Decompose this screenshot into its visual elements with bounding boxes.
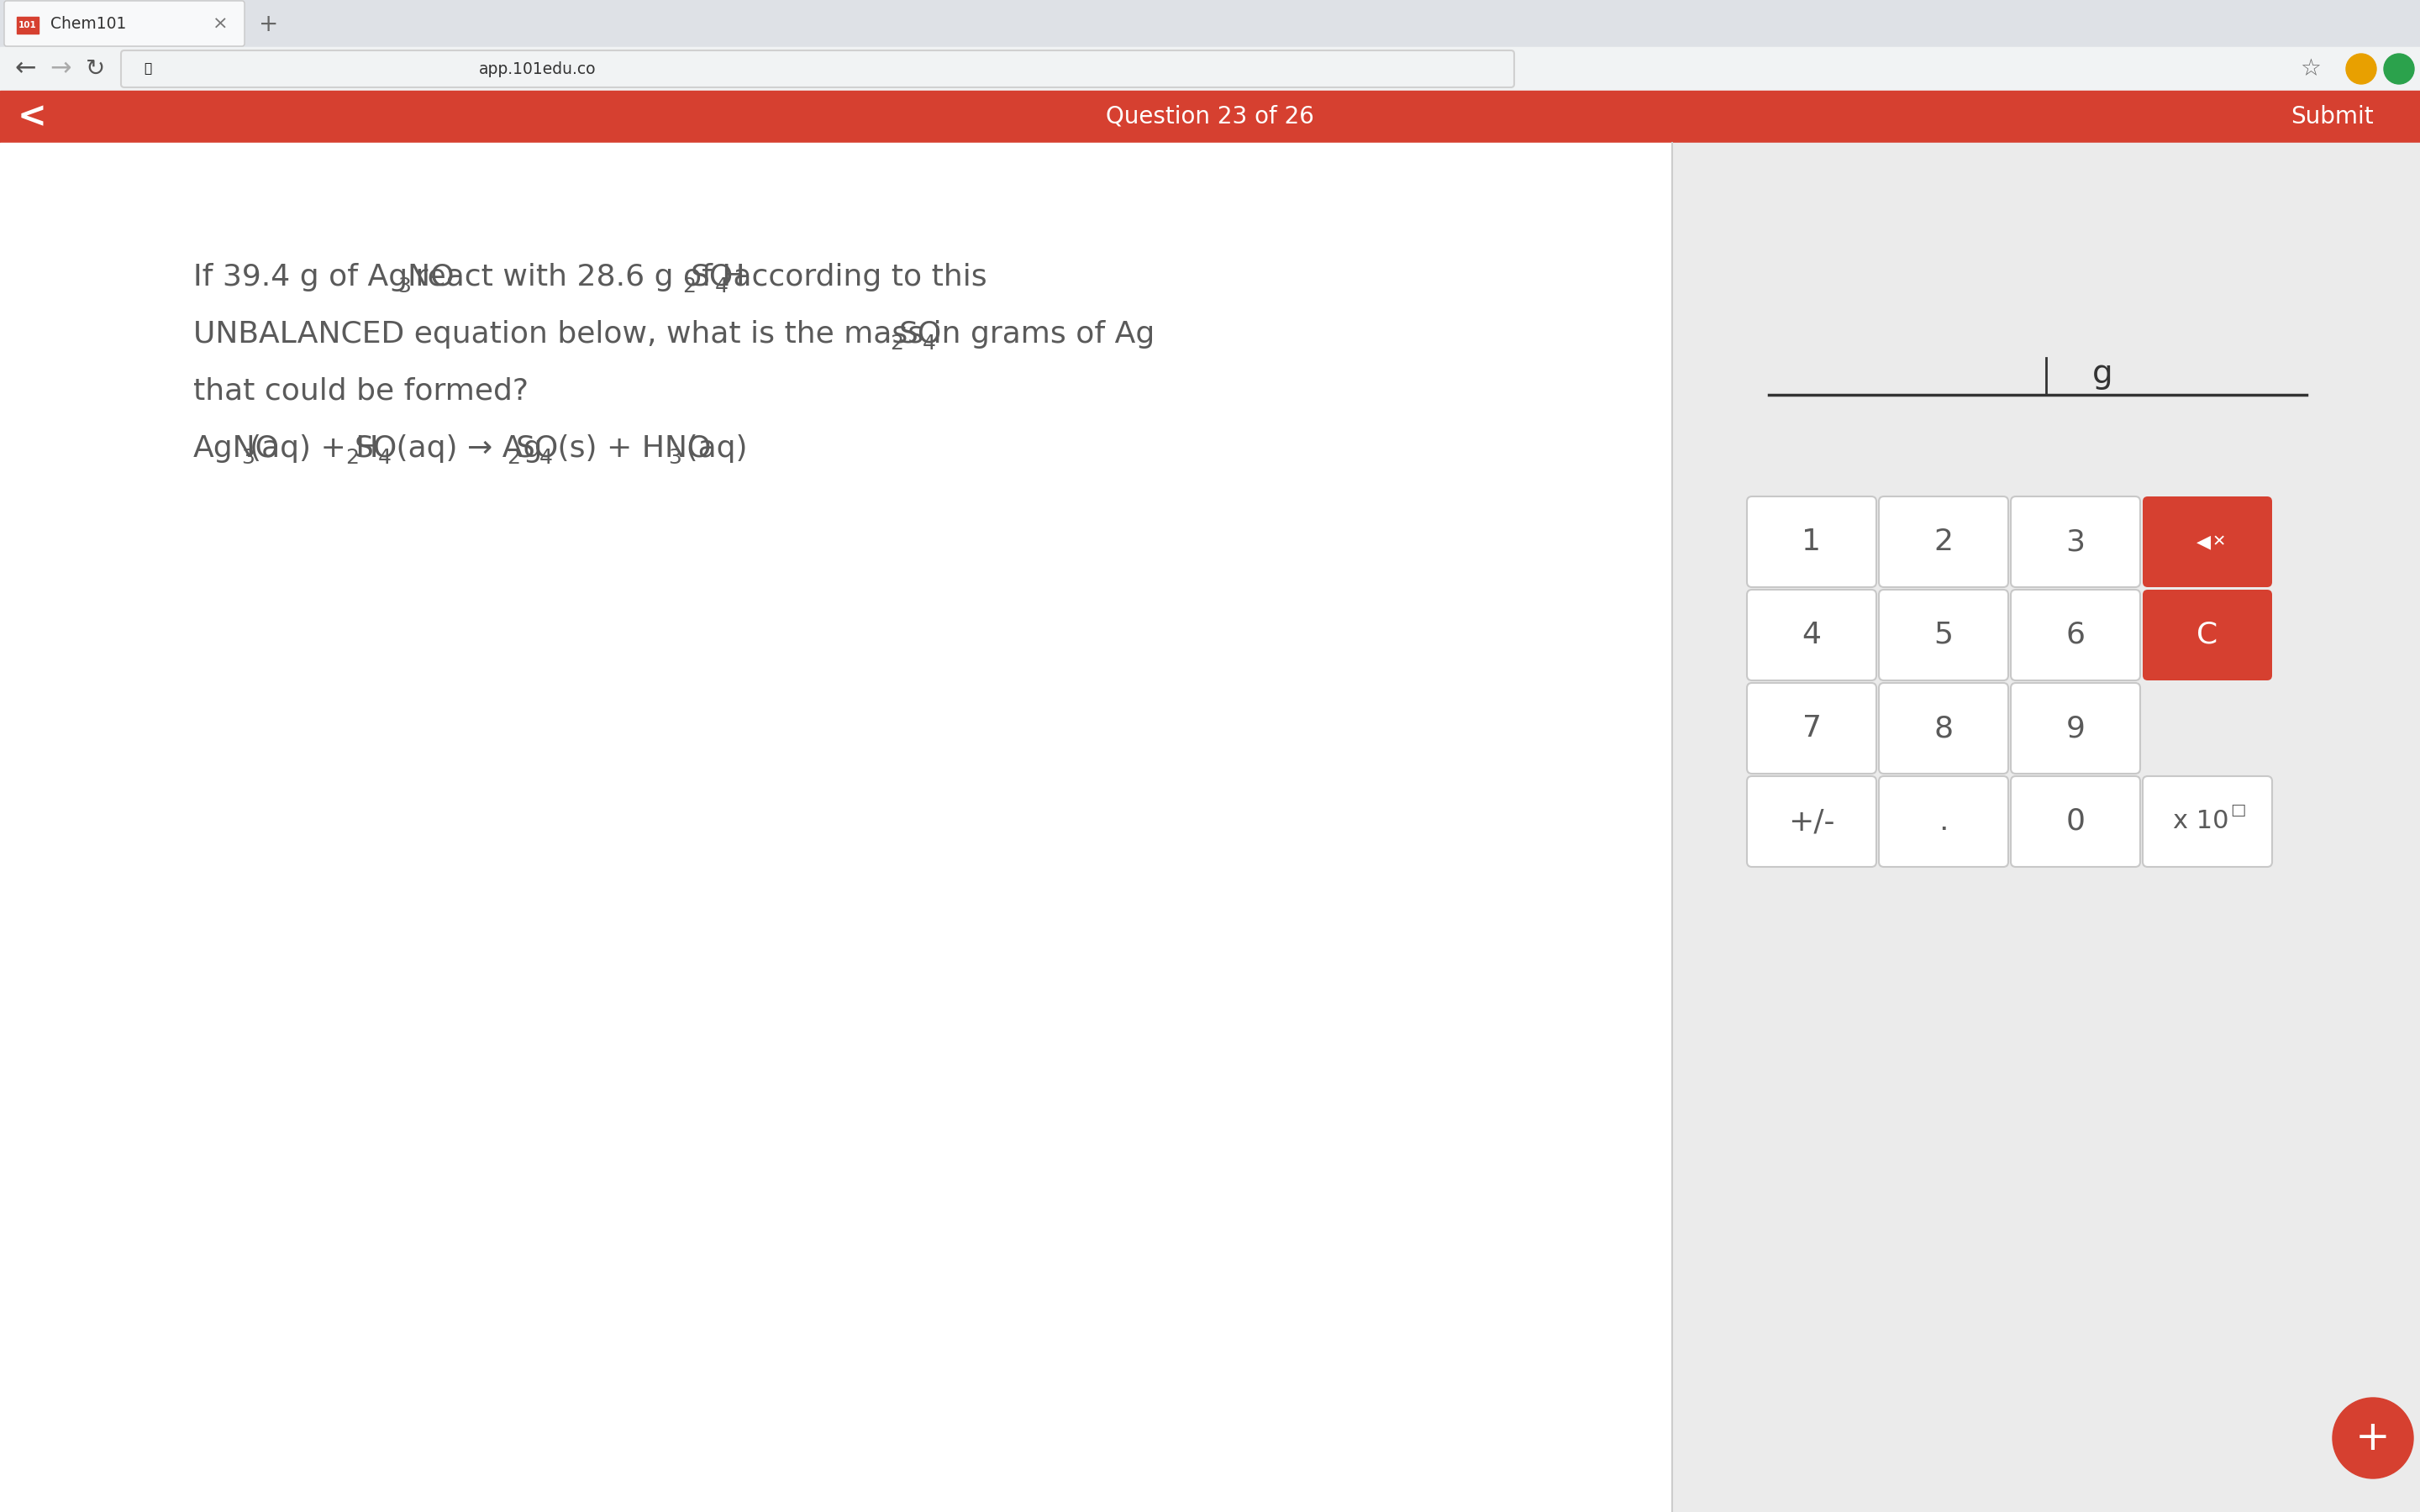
Text: according to this: according to this	[724, 263, 987, 292]
Text: 4: 4	[540, 448, 552, 467]
FancyBboxPatch shape	[5, 2, 244, 47]
Text: app.101edu.co: app.101edu.co	[479, 60, 595, 77]
Bar	[1672, 142, 2420, 1512]
Text: +/-: +/-	[1788, 807, 1834, 836]
FancyBboxPatch shape	[2142, 776, 2272, 866]
Bar	[0, 142, 1672, 1512]
Text: 6: 6	[2067, 621, 2086, 649]
Text: ✕: ✕	[2212, 534, 2226, 550]
FancyBboxPatch shape	[1878, 683, 2009, 774]
Text: Question 23 of 26: Question 23 of 26	[1106, 104, 1314, 129]
Text: ☆: ☆	[2301, 57, 2321, 80]
Text: SO: SO	[353, 434, 397, 463]
Text: ←: ←	[15, 56, 36, 82]
FancyBboxPatch shape	[1878, 776, 2009, 866]
Text: 2: 2	[891, 334, 903, 354]
Text: 101: 101	[19, 21, 36, 29]
Text: 3: 3	[242, 448, 254, 467]
Text: □: □	[2229, 801, 2246, 818]
FancyBboxPatch shape	[2142, 590, 2272, 680]
Text: 8: 8	[1934, 714, 1953, 742]
Text: ◀: ◀	[2195, 534, 2209, 550]
FancyBboxPatch shape	[1747, 496, 1876, 587]
FancyBboxPatch shape	[2011, 590, 2139, 680]
Text: 2: 2	[682, 277, 697, 296]
Text: that could be formed?: that could be formed?	[194, 376, 528, 405]
Text: +: +	[259, 12, 278, 36]
Text: 5: 5	[1934, 621, 1953, 649]
Text: 2: 2	[506, 448, 520, 467]
Text: ↻: ↻	[87, 57, 106, 80]
Text: 4: 4	[1803, 621, 1822, 649]
Text: <: <	[17, 100, 46, 135]
Text: If 39.4 g of AgNO: If 39.4 g of AgNO	[194, 263, 455, 292]
Text: 🔒: 🔒	[145, 62, 152, 76]
FancyBboxPatch shape	[2011, 683, 2139, 774]
Text: +: +	[2355, 1418, 2391, 1458]
FancyBboxPatch shape	[2142, 496, 2272, 587]
FancyBboxPatch shape	[1878, 590, 2009, 680]
Text: (aq): (aq)	[675, 434, 748, 463]
Text: 9: 9	[2067, 714, 2086, 742]
Text: react with 28.6 g of H: react with 28.6 g of H	[407, 263, 745, 292]
Text: 2: 2	[346, 448, 358, 467]
Bar	[0, 91, 2420, 142]
Bar	[0, 0, 2420, 47]
Text: SO: SO	[690, 263, 733, 292]
Circle shape	[2345, 54, 2376, 85]
Text: SO: SO	[515, 434, 559, 463]
Circle shape	[2384, 54, 2415, 85]
FancyBboxPatch shape	[1747, 776, 1876, 866]
Text: 4: 4	[714, 277, 728, 296]
Text: 3: 3	[397, 277, 411, 296]
Text: ×: ×	[213, 17, 227, 33]
FancyBboxPatch shape	[2011, 496, 2139, 587]
FancyBboxPatch shape	[1878, 496, 2009, 587]
Text: 1: 1	[1803, 528, 1822, 556]
Bar	[0, 47, 2420, 91]
Text: Chem101: Chem101	[51, 17, 126, 32]
Text: 7: 7	[1803, 714, 1822, 742]
Text: 0: 0	[2067, 807, 2086, 836]
Text: (aq) → Ag: (aq) → Ag	[387, 434, 542, 463]
Text: g: g	[2093, 358, 2113, 390]
Text: UNBALANCED equation below, what is the mass in grams of Ag: UNBALANCED equation below, what is the m…	[194, 321, 1154, 349]
Text: 4: 4	[378, 448, 392, 467]
Text: AgNO: AgNO	[194, 434, 281, 463]
Text: C: C	[2197, 621, 2219, 649]
Text: 4: 4	[922, 334, 937, 354]
FancyBboxPatch shape	[2011, 776, 2139, 866]
FancyBboxPatch shape	[1747, 590, 1876, 680]
FancyBboxPatch shape	[1747, 683, 1876, 774]
Text: →: →	[51, 56, 70, 82]
Circle shape	[2333, 1397, 2413, 1479]
Text: 2: 2	[1934, 528, 1953, 556]
Text: 3: 3	[668, 448, 680, 467]
Text: 3: 3	[2067, 528, 2086, 556]
Text: Submit: Submit	[2292, 104, 2374, 129]
Text: (s) + HNO: (s) + HNO	[547, 434, 711, 463]
Text: x 10: x 10	[2173, 809, 2229, 833]
Text: (aq) + H: (aq) + H	[249, 434, 378, 463]
Bar	[17, 17, 39, 33]
Text: SO: SO	[898, 321, 941, 349]
Text: .: .	[1938, 807, 1948, 836]
FancyBboxPatch shape	[121, 50, 1515, 88]
